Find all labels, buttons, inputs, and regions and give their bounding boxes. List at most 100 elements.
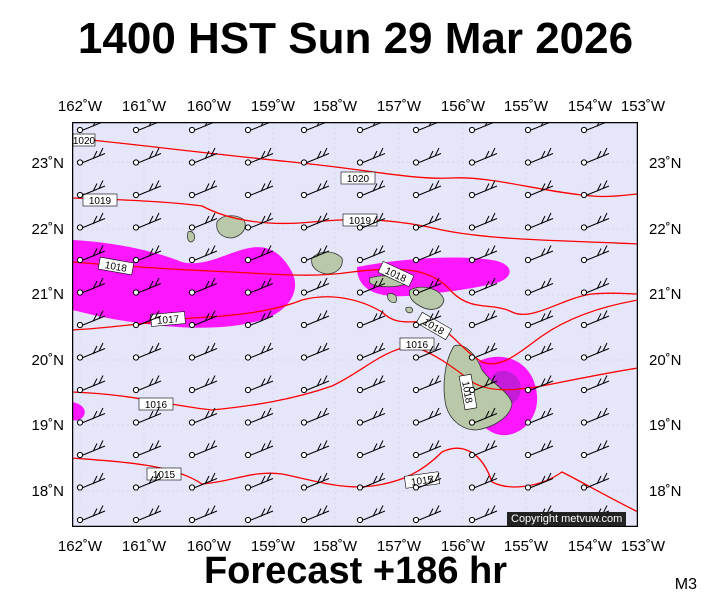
wind-barb <box>76 147 106 166</box>
wind-barb <box>524 180 554 199</box>
map-frame <box>72 122 638 527</box>
lon-label-bottom: 155˚W <box>503 538 549 555</box>
lat-label-right: 20˚N <box>649 352 682 369</box>
lon-label-top: 161˚W <box>121 98 167 115</box>
wind-barb <box>580 342 610 361</box>
wind-barb <box>132 440 162 459</box>
wind-barb <box>412 342 442 361</box>
wind-barb <box>468 505 498 524</box>
isobar-labels: 1020 1020 1019 1019 1018 1018 1018 1017 … <box>72 133 478 489</box>
wind-barb <box>300 440 330 459</box>
wind-barb <box>524 212 554 231</box>
wind-barb <box>132 407 162 426</box>
wind-barb <box>188 212 218 231</box>
wind-barb <box>188 440 218 459</box>
wind-barb <box>244 277 274 296</box>
wind-barb <box>188 277 218 296</box>
lon-label-bottom: 158˚W <box>312 538 358 555</box>
lon-label-top: 155˚W <box>503 98 549 115</box>
wind-barb <box>356 310 386 329</box>
isobar-label-text: 1017 <box>157 314 181 327</box>
wind-barb <box>412 147 442 166</box>
wind-barb <box>300 505 330 524</box>
wind-barb <box>188 147 218 166</box>
wind-barb <box>356 472 386 491</box>
rain-area-edge <box>72 402 85 421</box>
wind-barb <box>132 212 162 231</box>
wind-barb <box>524 245 554 264</box>
wind-barb <box>132 342 162 361</box>
wind-barb <box>468 342 498 361</box>
wind-barb <box>300 277 330 296</box>
lon-label-top: 153˚W <box>620 98 666 115</box>
wind-barb <box>468 147 498 166</box>
wind-barb <box>412 245 442 264</box>
wind-barb <box>580 212 610 231</box>
wind-barb <box>132 180 162 199</box>
wind-barb <box>300 310 330 329</box>
isobar-label: 1018 <box>458 373 478 411</box>
wind-barb <box>468 212 498 231</box>
wind-barb <box>76 375 106 394</box>
wind-barb <box>300 407 330 426</box>
wind-barb <box>132 310 162 329</box>
wind-barb <box>356 245 386 264</box>
wind-barb <box>524 440 554 459</box>
wind-barb <box>76 342 106 361</box>
wind-barb <box>244 407 274 426</box>
lat-label-right: 18˚N <box>649 483 682 500</box>
wind-barb <box>76 212 106 231</box>
isobars <box>72 137 638 513</box>
wind-barb <box>132 277 162 296</box>
wind-barb <box>132 375 162 394</box>
wind-barb <box>132 245 162 264</box>
isobar-label-text: 1019 <box>89 196 112 207</box>
isobar-label: 1015 <box>146 467 182 481</box>
isobar-1016 <box>72 345 638 411</box>
wind-barb <box>132 147 162 166</box>
wind-barb <box>356 505 386 524</box>
wind-barb <box>300 472 330 491</box>
wind-barb <box>356 212 386 231</box>
wind-barb <box>300 342 330 361</box>
wind-barb <box>188 375 218 394</box>
wind-barb <box>580 245 610 264</box>
wind-barb <box>76 180 106 199</box>
wind-barb <box>412 277 442 296</box>
lon-label-bottom: 157˚W <box>376 538 422 555</box>
wind-barb <box>580 472 610 491</box>
wind-barb <box>188 310 218 329</box>
wind-barb <box>468 375 498 394</box>
wind-barb <box>468 472 498 491</box>
wind-barb <box>468 180 498 199</box>
isobar-label-text: 1020 <box>73 136 96 147</box>
wind-barb <box>524 277 554 296</box>
lat-label-left: 20˚N <box>31 352 64 369</box>
wind-barb <box>524 375 554 394</box>
isobar-label-text: 1018 <box>104 260 128 275</box>
wind-barb <box>356 147 386 166</box>
lon-label-bottom: 162˚W <box>57 538 103 555</box>
wind-barb <box>76 440 106 459</box>
wind-barb <box>244 180 274 199</box>
lat-label-right: 23˚N <box>649 155 682 172</box>
lon-label-bottom: 154˚W <box>567 538 613 555</box>
wind-barb <box>580 277 610 296</box>
isobar-label-text: 1018 <box>459 380 474 404</box>
lat-label-right: 19˚N <box>649 417 682 434</box>
wind-barb <box>244 147 274 166</box>
wind-barb <box>300 245 330 264</box>
wind-barb <box>244 310 274 329</box>
wind-barb <box>524 407 554 426</box>
wind-barb <box>412 472 442 491</box>
wind-barb <box>580 147 610 166</box>
wind-barb <box>524 147 554 166</box>
lanai-island <box>387 293 397 303</box>
lon-label-top: 156˚W <box>440 98 486 115</box>
map-title: 1400 HST Sun 29 Mar 2026 <box>77 14 634 63</box>
isobar-label: 1020 <box>340 171 376 185</box>
model-tag: M3 <box>674 576 697 593</box>
wind-barb <box>244 342 274 361</box>
wind-barb <box>412 212 442 231</box>
isobar-label-text: 1019 <box>349 216 372 227</box>
